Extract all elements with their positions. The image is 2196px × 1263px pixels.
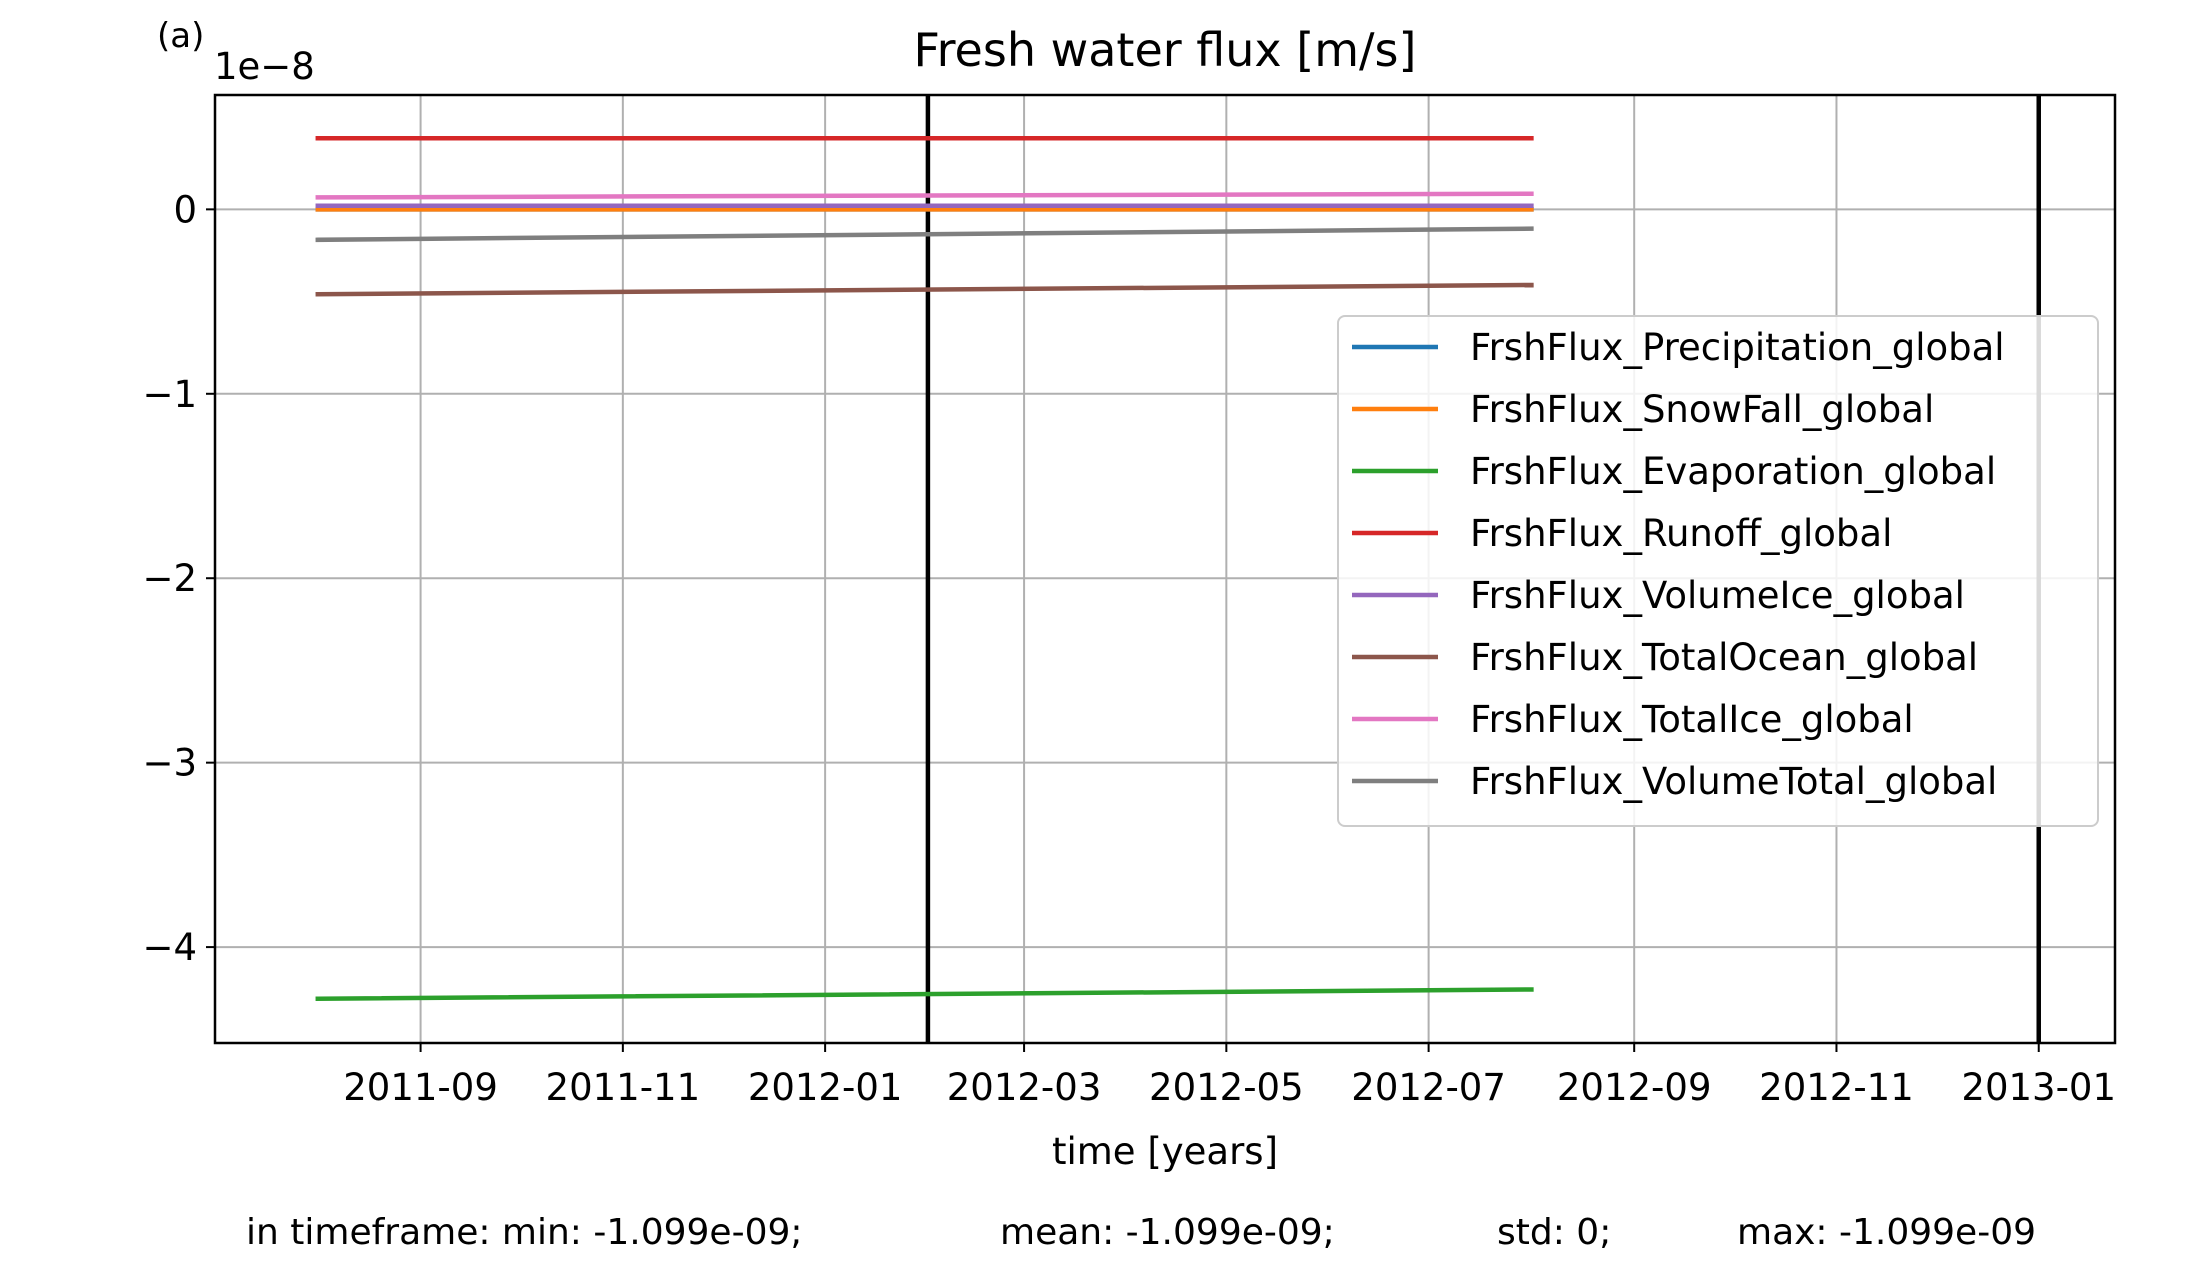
stats-min: in timeframe: min: -1.099e-09; bbox=[246, 1212, 803, 1253]
x-axis-label: time [years] bbox=[1052, 1130, 1278, 1173]
x-tick-label: 2012-01 bbox=[748, 1066, 903, 1109]
series-line-FrshFlux_Evaporation_global bbox=[315, 987, 1534, 1001]
legend-frame bbox=[1337, 315, 2099, 827]
y-offset-label: 1e−8 bbox=[214, 45, 315, 88]
x-tick-label: 2012-09 bbox=[1557, 1066, 1712, 1109]
legend-entries: FrshFlux_Precipitation_global FrshFlux_Sn… bbox=[1352, 326, 2005, 803]
panel-label: (a) bbox=[157, 16, 204, 56]
stats-mean: mean: -1.099e-09; bbox=[1000, 1212, 1335, 1253]
legend: FrshFlux_Precipitation_global FrshFlux_Sn… bbox=[1337, 315, 2099, 827]
x-tick-label: 2012-11 bbox=[1759, 1066, 1914, 1109]
y-tick-label: 0 bbox=[173, 188, 197, 231]
x-tick-label: 2011-09 bbox=[343, 1066, 498, 1109]
legend-label: FrshFlux_Precipitation_global bbox=[1470, 326, 2005, 369]
y-tick-label: −1 bbox=[142, 373, 197, 416]
y-tick-label: −4 bbox=[142, 926, 197, 969]
y-tick-label: −3 bbox=[142, 742, 197, 785]
series-line-FrshFlux_TotalIce_global bbox=[315, 191, 1534, 200]
legend-label: FrshFlux_VolumeTotal_global bbox=[1470, 760, 1997, 803]
x-tick-label: 2012-05 bbox=[1149, 1066, 1304, 1109]
x-tick-label: 2012-07 bbox=[1351, 1066, 1506, 1109]
x-tick-label: 2011-11 bbox=[546, 1066, 701, 1109]
y-tick-label: −2 bbox=[142, 557, 197, 600]
x-tick-label: 2012-03 bbox=[947, 1066, 1102, 1109]
y-axis-ticks: 0 −1 −2 −3 −4 bbox=[142, 188, 215, 969]
legend-label: FrshFlux_TotalOcean_global bbox=[1470, 636, 1978, 679]
legend-label: FrshFlux_TotalIce_global bbox=[1470, 698, 1914, 741]
series-line-FrshFlux_TotalOcean_global bbox=[315, 282, 1534, 297]
chart-title: Fresh water flux [m/s] bbox=[914, 23, 1417, 77]
x-axis-ticks: 2011-09 2011-11 2012-01 2012-03 2012-05 2012-… bbox=[343, 1043, 2116, 1109]
stats-std: std: 0; bbox=[1497, 1212, 1611, 1253]
legend-label: FrshFlux_Runoff_global bbox=[1470, 512, 1892, 555]
legend-label: FrshFlux_Evaporation_global bbox=[1470, 450, 1996, 493]
x-tick-label: 2013-01 bbox=[1961, 1066, 2116, 1109]
legend-label: FrshFlux_VolumeIce_global bbox=[1470, 574, 1965, 617]
legend-label: FrshFlux_SnowFall_global bbox=[1470, 388, 1934, 431]
stats-max: max: -1.099e-09 bbox=[1737, 1212, 2036, 1253]
series-layer bbox=[315, 136, 1534, 1001]
series-line-FrshFlux_VolumeTotal_global bbox=[315, 226, 1534, 243]
plot-frame bbox=[213, 93, 2117, 1045]
